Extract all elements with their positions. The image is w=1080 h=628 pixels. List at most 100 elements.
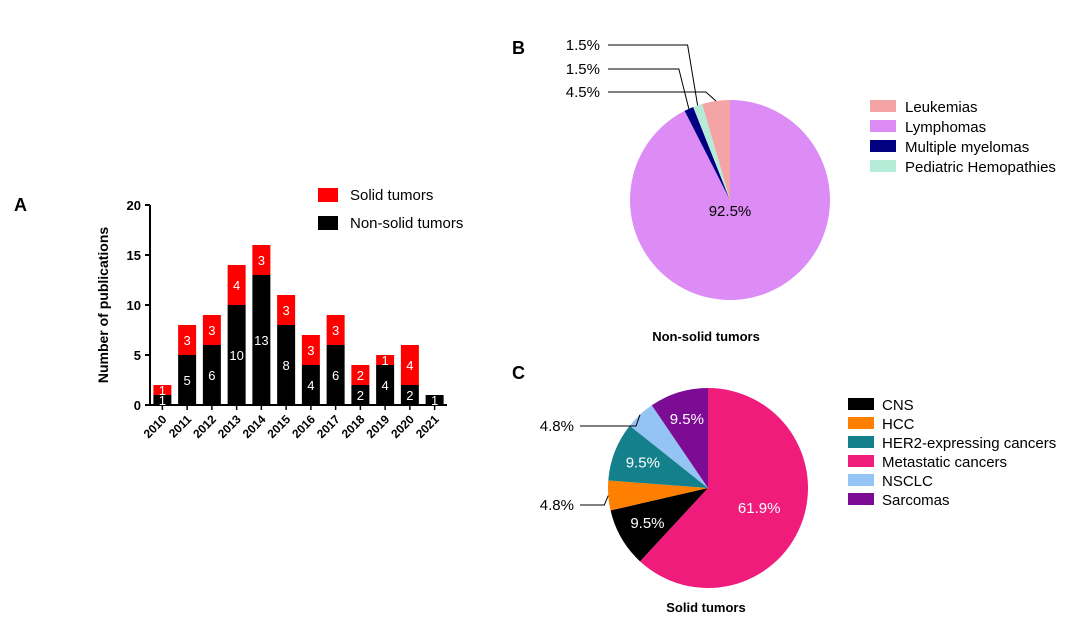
bar-value-label: 5 [184, 373, 191, 388]
x-tick-label: 2015 [264, 412, 293, 441]
bar-solid-tumors [351, 365, 370, 385]
legend-label: NSCLC [882, 473, 933, 490]
y-tick-label: 15 [127, 248, 141, 263]
legend-swatch [848, 455, 874, 467]
bar-non-solid-tumors [202, 345, 221, 405]
legend-swatch [870, 140, 896, 152]
x-tick-label: 2013 [215, 412, 244, 441]
pie-slice-cns [610, 488, 708, 562]
y-axis-title: Number of publications [95, 227, 111, 384]
pie-label-outside: 4.5% [566, 84, 600, 101]
x-tick-label: 2011 [166, 412, 195, 441]
panel-label-a: A [14, 195, 27, 215]
bar-value-label: 3 [184, 333, 191, 348]
legend-label: Non-solid tumors [350, 215, 463, 232]
pie-label-inside: 9.5% [630, 515, 664, 532]
legend-swatch [318, 188, 338, 202]
bar-value-label: 1 [382, 353, 389, 368]
bar-value-label: 2 [357, 388, 364, 403]
bar-value-label: 3 [208, 323, 215, 338]
bar-solid-tumors [153, 385, 172, 395]
pie-label-outside: 4.8% [540, 418, 574, 435]
bar-solid-tumors [301, 335, 320, 365]
pie-slice-leukemias [702, 100, 730, 200]
callout-line [580, 495, 609, 506]
pie-slice-sarcomas [651, 388, 708, 488]
legend-swatch [870, 100, 896, 112]
pie-slice-metastatic-cancers [640, 388, 808, 588]
bar-solid-tumors [400, 345, 419, 385]
bar-value-label: 1 [159, 393, 166, 408]
y-tick-label: 5 [134, 348, 141, 363]
bar-value-label: 8 [283, 358, 290, 373]
bar-non-solid-tumors [301, 365, 320, 405]
bar-solid-tumors [252, 245, 271, 275]
bar-value-label: 3 [283, 303, 290, 318]
legend-label: Metastatic cancers [882, 454, 1007, 471]
x-tick-label: 2020 [388, 412, 417, 441]
pie-label-inside: 92.5% [709, 203, 752, 220]
x-tick-label: 2012 [190, 412, 219, 441]
legend-swatch [848, 436, 874, 448]
pie-label-inside: 9.5% [626, 454, 660, 471]
bar-value-label: 6 [208, 368, 215, 383]
x-tick-label: 2019 [363, 412, 392, 441]
legend-label: HER2-expressing cancers [882, 435, 1056, 452]
legend-swatch [848, 493, 874, 505]
bar-non-solid-tumors [351, 385, 370, 405]
pie-label-inside: 9.5% [670, 411, 704, 428]
x-tick-label: 2017 [314, 412, 343, 441]
pie-label-inside: 61.9% [738, 500, 781, 517]
y-tick-label: 20 [127, 198, 141, 213]
legend-label: Pediatric Hemopathies [905, 159, 1056, 176]
bar-solid-tumors [227, 265, 246, 305]
legend-swatch [848, 398, 874, 410]
x-tick-label: 2010 [141, 412, 170, 441]
legend-swatch [870, 120, 896, 132]
bar-value-label: 3 [258, 253, 265, 268]
bar-solid-tumors [178, 325, 197, 355]
bar-value-label: 3 [307, 343, 314, 358]
legend-label: Leukemias [905, 99, 978, 116]
legend-swatch [870, 160, 896, 172]
bar-non-solid-tumors [153, 395, 172, 405]
y-tick-label: 0 [134, 398, 141, 413]
legend-swatch [318, 216, 338, 230]
callout-line [608, 44, 699, 106]
bar-value-label: 3 [332, 323, 339, 338]
pie-title: Non-solid tumors [652, 329, 760, 344]
y-tick-label: 10 [127, 298, 141, 313]
bar-non-solid-tumors [178, 355, 197, 405]
callout-line [608, 91, 717, 102]
bar-solid-tumors [376, 355, 395, 365]
x-tick-label: 2016 [289, 412, 318, 441]
bar-non-solid-tumors [252, 275, 271, 405]
bar-non-solid-tumors [400, 385, 419, 405]
bar-value-label: 1 [431, 393, 438, 408]
pie-label-outside: 4.8% [540, 497, 574, 514]
bar-non-solid-tumors [227, 305, 246, 405]
pie-slice-multiple-myelomas [684, 107, 730, 200]
bar-value-label: 2 [357, 368, 364, 383]
legend-label: Solid tumors [350, 187, 433, 204]
bar-solid-tumors [277, 295, 296, 325]
x-tick-label: 2014 [240, 412, 269, 441]
pie-slice-hcc [608, 480, 708, 511]
legend-label: CNS [882, 397, 914, 414]
pie-title: Solid tumors [666, 600, 745, 615]
bar-value-label: 4 [406, 358, 413, 373]
bar-value-label: 13 [254, 333, 268, 348]
bar-value-label: 4 [382, 378, 389, 393]
callout-line [608, 68, 690, 109]
bar-value-label: 1 [159, 383, 166, 398]
bar-solid-tumors [202, 315, 221, 345]
bar-non-solid-tumors [376, 365, 395, 405]
pie-label-outside: 1.5% [566, 61, 600, 78]
bar-value-label: 6 [332, 368, 339, 383]
bar-value-label: 4 [307, 378, 314, 393]
bar-value-label: 10 [229, 348, 243, 363]
bar-value-label: 2 [406, 388, 413, 403]
legend-label: HCC [882, 416, 915, 433]
bar-non-solid-tumors [425, 395, 444, 405]
